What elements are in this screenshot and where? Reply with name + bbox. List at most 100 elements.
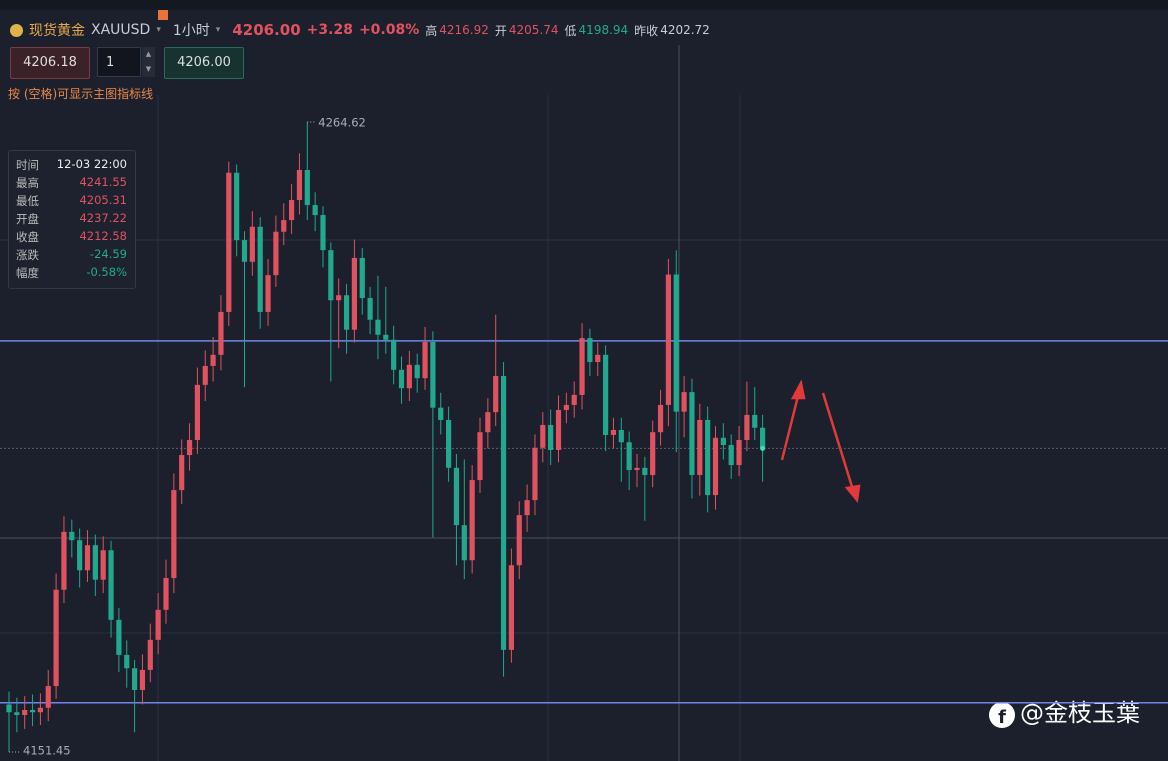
candle-body [241,240,248,262]
candle-body [84,545,91,571]
symbol[interactable]: XAUUSD [91,22,151,38]
candle-body [610,429,617,435]
candle-body [249,226,255,262]
candle-body [92,545,98,580]
sell-button[interactable]: 4206.18 [10,47,90,79]
candle-body [705,419,711,496]
candle-body [312,205,318,216]
info-box: 时间 12-03 22:00 最高 4241.55 最低 4205.31 开盘 4237.22… [8,150,136,289]
candle-body [179,455,185,491]
candle-body [493,375,499,413]
candle-body [508,565,514,650]
info-value: -0.58% [86,265,127,279]
info-value: 4237.22 [79,211,127,225]
candle-body [351,257,357,330]
candle-body [69,531,75,541]
candle-body [681,392,687,412]
last-dot [760,445,766,451]
info-value: 4205.31 [79,193,127,207]
name[interactable]: 现货黄金 [29,23,85,39]
candle-body [657,404,664,433]
candle-body [603,354,609,435]
candle-body [296,169,303,201]
candle-body [336,295,342,301]
candle-body [406,364,412,389]
candle-body [281,220,287,232]
value: 4202.72 [660,23,710,37]
info-value: 4241.55 [79,175,127,189]
candle-body [446,419,452,468]
candle-body [626,442,632,471]
info-row: 开盘 4237.22 [16,211,127,227]
info-label: 收盘 [16,230,39,244]
label: 高 [425,23,438,38]
candle-body [61,531,67,590]
candle-body [257,226,263,312]
high-label: 4264.62 [318,115,366,129]
candle-body [234,172,240,241]
candle-body [22,710,28,716]
candle-body [155,609,161,640]
period[interactable]: 1小时 [172,23,210,39]
candle-body [226,172,232,312]
candle-body [367,298,373,320]
candle-body [665,274,671,405]
candle-body [77,540,83,571]
candle-body [532,447,538,501]
candle-body [689,392,695,476]
info-label: 最低 [16,194,39,208]
candle-body [163,578,169,610]
info-label: 最高 [16,176,39,190]
change-pct: +0.08% [358,22,420,38]
candle-body [752,414,758,428]
candle-body [100,550,106,580]
info-value: 12-03 22:00 [56,157,127,171]
candle-body [320,215,326,251]
info-row: 幅度 -0.58% [16,265,127,281]
candle-body [744,414,750,440]
candle-body [116,619,122,655]
info-value: -24.59 [89,247,127,261]
info-label: 涨跌 [16,248,39,262]
watermark: @金枝玉葉 [1020,699,1140,727]
qty-spinner[interactable]: ▲ ▼ [142,47,155,77]
info-label: 开盘 [16,212,39,226]
candle-body [587,338,593,363]
info-value: 4212.58 [79,229,127,243]
candle-body [328,250,334,301]
info-row: 时间 12-03 22:00 [16,157,127,173]
info-row: 涨跌 -24.59 [16,247,127,263]
value: 4205.74 [508,23,559,37]
qty-input[interactable]: 1 [97,47,141,77]
candle-body [579,338,585,395]
candle-body [171,490,177,579]
value: 4216.92 [439,23,489,37]
candle-body [289,200,295,221]
candle-body [147,639,153,670]
grid [0,95,1168,761]
arrows [780,379,861,503]
candle-body [500,375,507,650]
header: 现货黄金 XAUUSD ▾ 1小时 ▾ 4206.00 +3.28 +0.08%… [10,20,710,40]
label: 昨收 [634,23,659,38]
buy-button[interactable]: 4206.00 [164,47,244,79]
info-row: 最低 4205.31 [16,193,127,209]
info-row: 收盘 4212.58 [16,229,127,245]
candle-body [720,437,726,445]
candle-body [218,311,224,355]
candle-body [139,669,146,690]
candle-body [45,686,51,708]
candle-body [634,467,640,471]
info-label: 幅度 [16,266,39,280]
candle-body [398,369,405,389]
info-label: 时间 [16,158,39,172]
candle-body [202,365,208,385]
menu-active [158,10,168,20]
candle-body [375,319,381,335]
candle-body [6,704,12,713]
hint: 按 (空格)可显示主图指标线 [8,87,154,101]
gold-icon [10,23,23,37]
value: 4198.94 [578,23,629,37]
